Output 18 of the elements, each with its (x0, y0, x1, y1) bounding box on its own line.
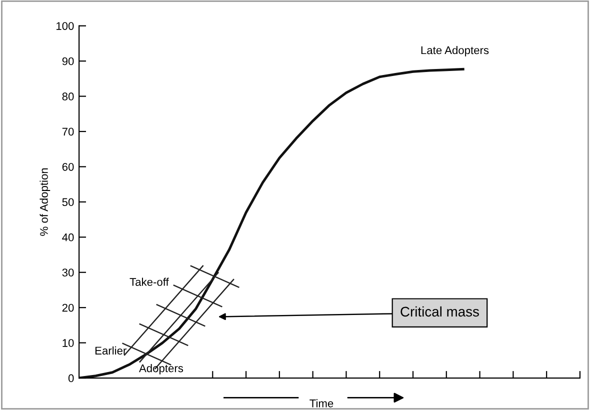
y-tick-label: 60 (62, 162, 74, 171)
y-tick-label: 100 (56, 22, 74, 30)
annotation: Adopters (138, 364, 184, 374)
y-tick-label: 50 (62, 198, 74, 206)
annotation: Critical mass (400, 306, 479, 317)
annotation: Earlier (95, 346, 126, 355)
y-axis-title: % of Adoption (40, 168, 50, 236)
y-tick-label: 20 (62, 304, 74, 312)
y-tick-label: 80 (62, 92, 74, 100)
y-tick-label: 0 (68, 374, 74, 382)
y-tick-label: 30 (62, 268, 74, 276)
x-axis-title: Time (310, 399, 334, 408)
y-tick-label: 40 (62, 233, 74, 242)
annotation: Take-off (130, 278, 169, 286)
annotation: Late Adopters (421, 46, 489, 56)
y-tick-label: 90 (62, 57, 74, 66)
y-tick-label: 70 (62, 128, 74, 136)
y-tick-label: 10 (62, 339, 74, 347)
